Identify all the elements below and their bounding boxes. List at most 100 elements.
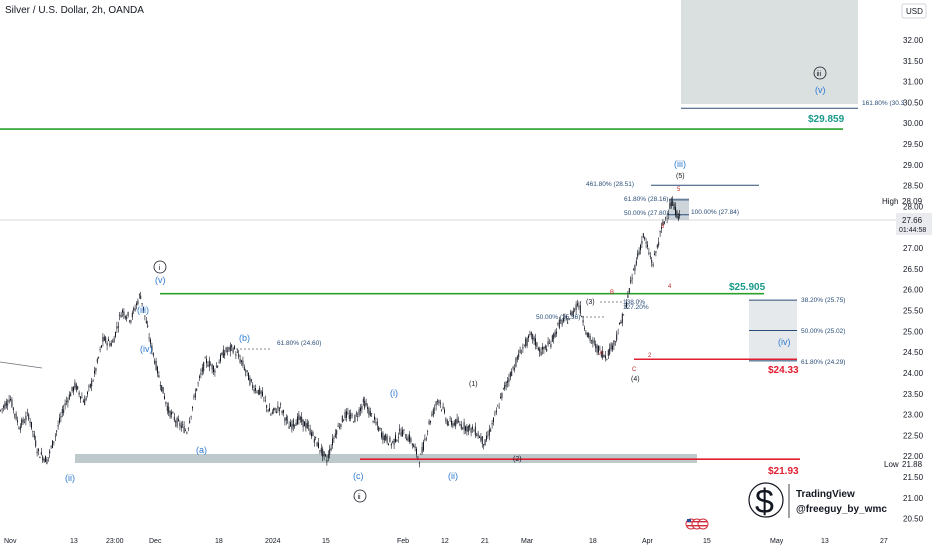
candle-body [551,335,553,342]
candle-body [572,310,574,315]
svg-text:i: i [159,265,161,272]
y-tick-label: 24.50 [903,348,924,357]
candle-body [418,463,420,465]
x-tick-label: Mar [521,538,534,545]
candle-body [435,401,437,406]
candle-body [469,424,471,428]
candle-body [588,332,590,338]
candle-body [399,428,401,432]
candle-body [577,303,578,306]
candle-body [311,432,312,437]
candle-body [127,312,129,316]
candle-body [535,338,536,346]
candle-body [144,315,146,317]
svg-text:ii: ii [358,494,362,501]
candle-body [157,366,158,374]
high-price-tag: High 28.09 [882,197,923,206]
candle-body [302,419,304,427]
candle-body [521,353,522,355]
candle-body [242,360,244,366]
x-tick-label: Nov [4,538,17,545]
candle-body [495,410,497,413]
candle-body [137,300,139,305]
candle-body [651,259,653,263]
candle-body [77,386,79,390]
candle-body [654,253,655,256]
candle-body [185,430,186,431]
candle-body [465,426,466,432]
candle-body [99,349,101,350]
candle-body [281,411,283,414]
candle-body [519,349,521,354]
wave-v-zone [669,198,689,220]
candle-body [25,415,27,421]
candle-body [134,308,136,311]
candle-body [642,233,644,238]
candle-body [491,423,493,425]
candle-body [176,418,178,427]
candle-body [427,431,429,432]
currency-box[interactable] [901,3,927,19]
candle-body [598,345,599,353]
candle-body [316,442,318,447]
candle-body [32,430,34,433]
candle-body [612,345,613,350]
candle-body [301,416,303,423]
candle-body [172,412,174,413]
y-axis[interactable]: 20.50 21.00 21.50 22.00 22.50 23.00 23.50 24.00… [903,36,924,524]
us-flag-event-icon[interactable] [685,518,709,530]
candle-body [458,420,459,422]
candle-body [501,392,503,399]
current-price-tag: 27.66 01:44:58 [896,213,932,235]
candle-body [386,436,388,443]
candle-body [224,352,226,356]
candle-body [179,423,181,427]
candle-body [561,320,563,325]
candle-body [66,401,67,402]
candle-body [406,438,408,441]
candle-body [634,265,636,271]
candle-body [596,345,598,353]
x-tick-label: 21 [481,538,489,545]
level-label-25905: $25.905 [729,282,766,293]
candle-body [411,443,413,446]
y-tick-label: 21.50 [903,473,924,482]
candle-body [655,251,657,253]
candle-body [556,331,557,334]
candle-body [166,406,168,411]
candle-body [84,399,86,406]
candle-body [661,226,662,229]
candle-body [567,322,569,324]
candle-body [38,449,39,452]
candle-body [414,446,416,449]
candle-body [333,437,335,439]
candle-body [193,396,195,398]
candle-body [158,375,160,378]
candle-body [540,351,542,356]
candle-body [550,344,552,348]
candle-body [239,359,241,363]
candle-body [509,372,511,378]
candle-body [68,394,70,400]
candle-body [173,416,175,421]
y-tick-label: 30.00 [903,119,924,128]
candle-body [220,354,221,362]
x-axis[interactable]: Nov 13 23:00 Dec 18 2024 15 Feb 12 21 Mar 18 Apr 15 Ma… [4,538,888,545]
candle-body [621,313,623,323]
candle-body [259,387,261,395]
candle-body [319,450,321,451]
candle-body [332,438,333,446]
candle-body [35,440,37,447]
candle-body [274,407,276,410]
candle-body [109,343,111,346]
candle-body [214,370,216,373]
candle-body [581,316,583,318]
y-tick-label: 22.00 [903,452,924,461]
candle-body [585,332,587,335]
candle-body [484,439,486,446]
candle-body [620,321,622,324]
candle-body [120,314,122,318]
candle-body [472,426,473,429]
candle-body [453,422,455,426]
